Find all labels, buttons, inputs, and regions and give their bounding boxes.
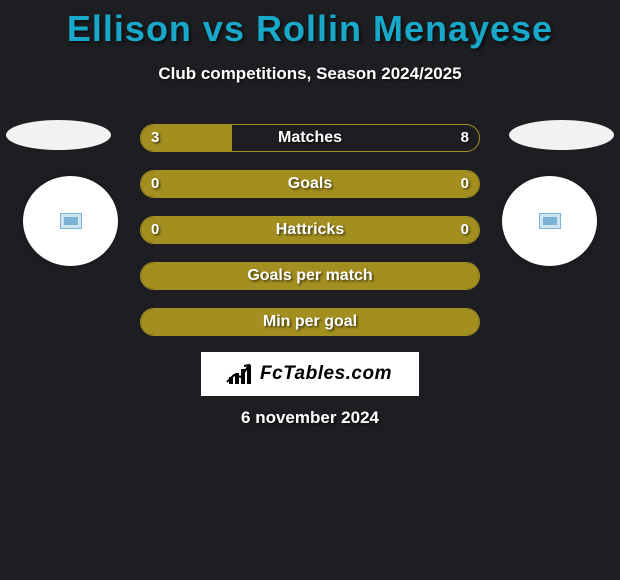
stat-label: Matches [141,125,479,151]
bars-chart-icon [228,364,254,384]
image-placeholder-icon [539,213,561,229]
image-placeholder-icon [60,213,82,229]
right-player-avatar [502,176,597,266]
stat-label: Hattricks [141,217,479,243]
stat-row: Goals per match [140,262,480,290]
subtitle: Club competitions, Season 2024/2025 [0,64,620,84]
page-title: Ellison vs Rollin Menayese [0,0,620,50]
stat-row: 0Hattricks0 [140,216,480,244]
stat-label: Goals per match [141,263,479,289]
stat-right-value: 8 [461,125,469,151]
stat-row: 3Matches8 [140,124,480,152]
generated-date: 6 november 2024 [0,408,620,428]
stat-row: 0Goals0 [140,170,480,198]
stat-right-value: 0 [461,171,469,197]
stat-right-value: 0 [461,217,469,243]
trend-line-icon [226,362,256,384]
stats-container: 3Matches80Goals00Hattricks0Goals per mat… [140,124,480,354]
stat-label: Min per goal [141,309,479,335]
left-player-avatar [23,176,118,266]
brand-box: FcTables.com [201,352,419,396]
stat-label: Goals [141,171,479,197]
stat-row: Min per goal [140,308,480,336]
right-ellipse-decor [509,120,614,150]
brand-text: FcTables.com [260,363,392,385]
left-ellipse-decor [6,120,111,150]
